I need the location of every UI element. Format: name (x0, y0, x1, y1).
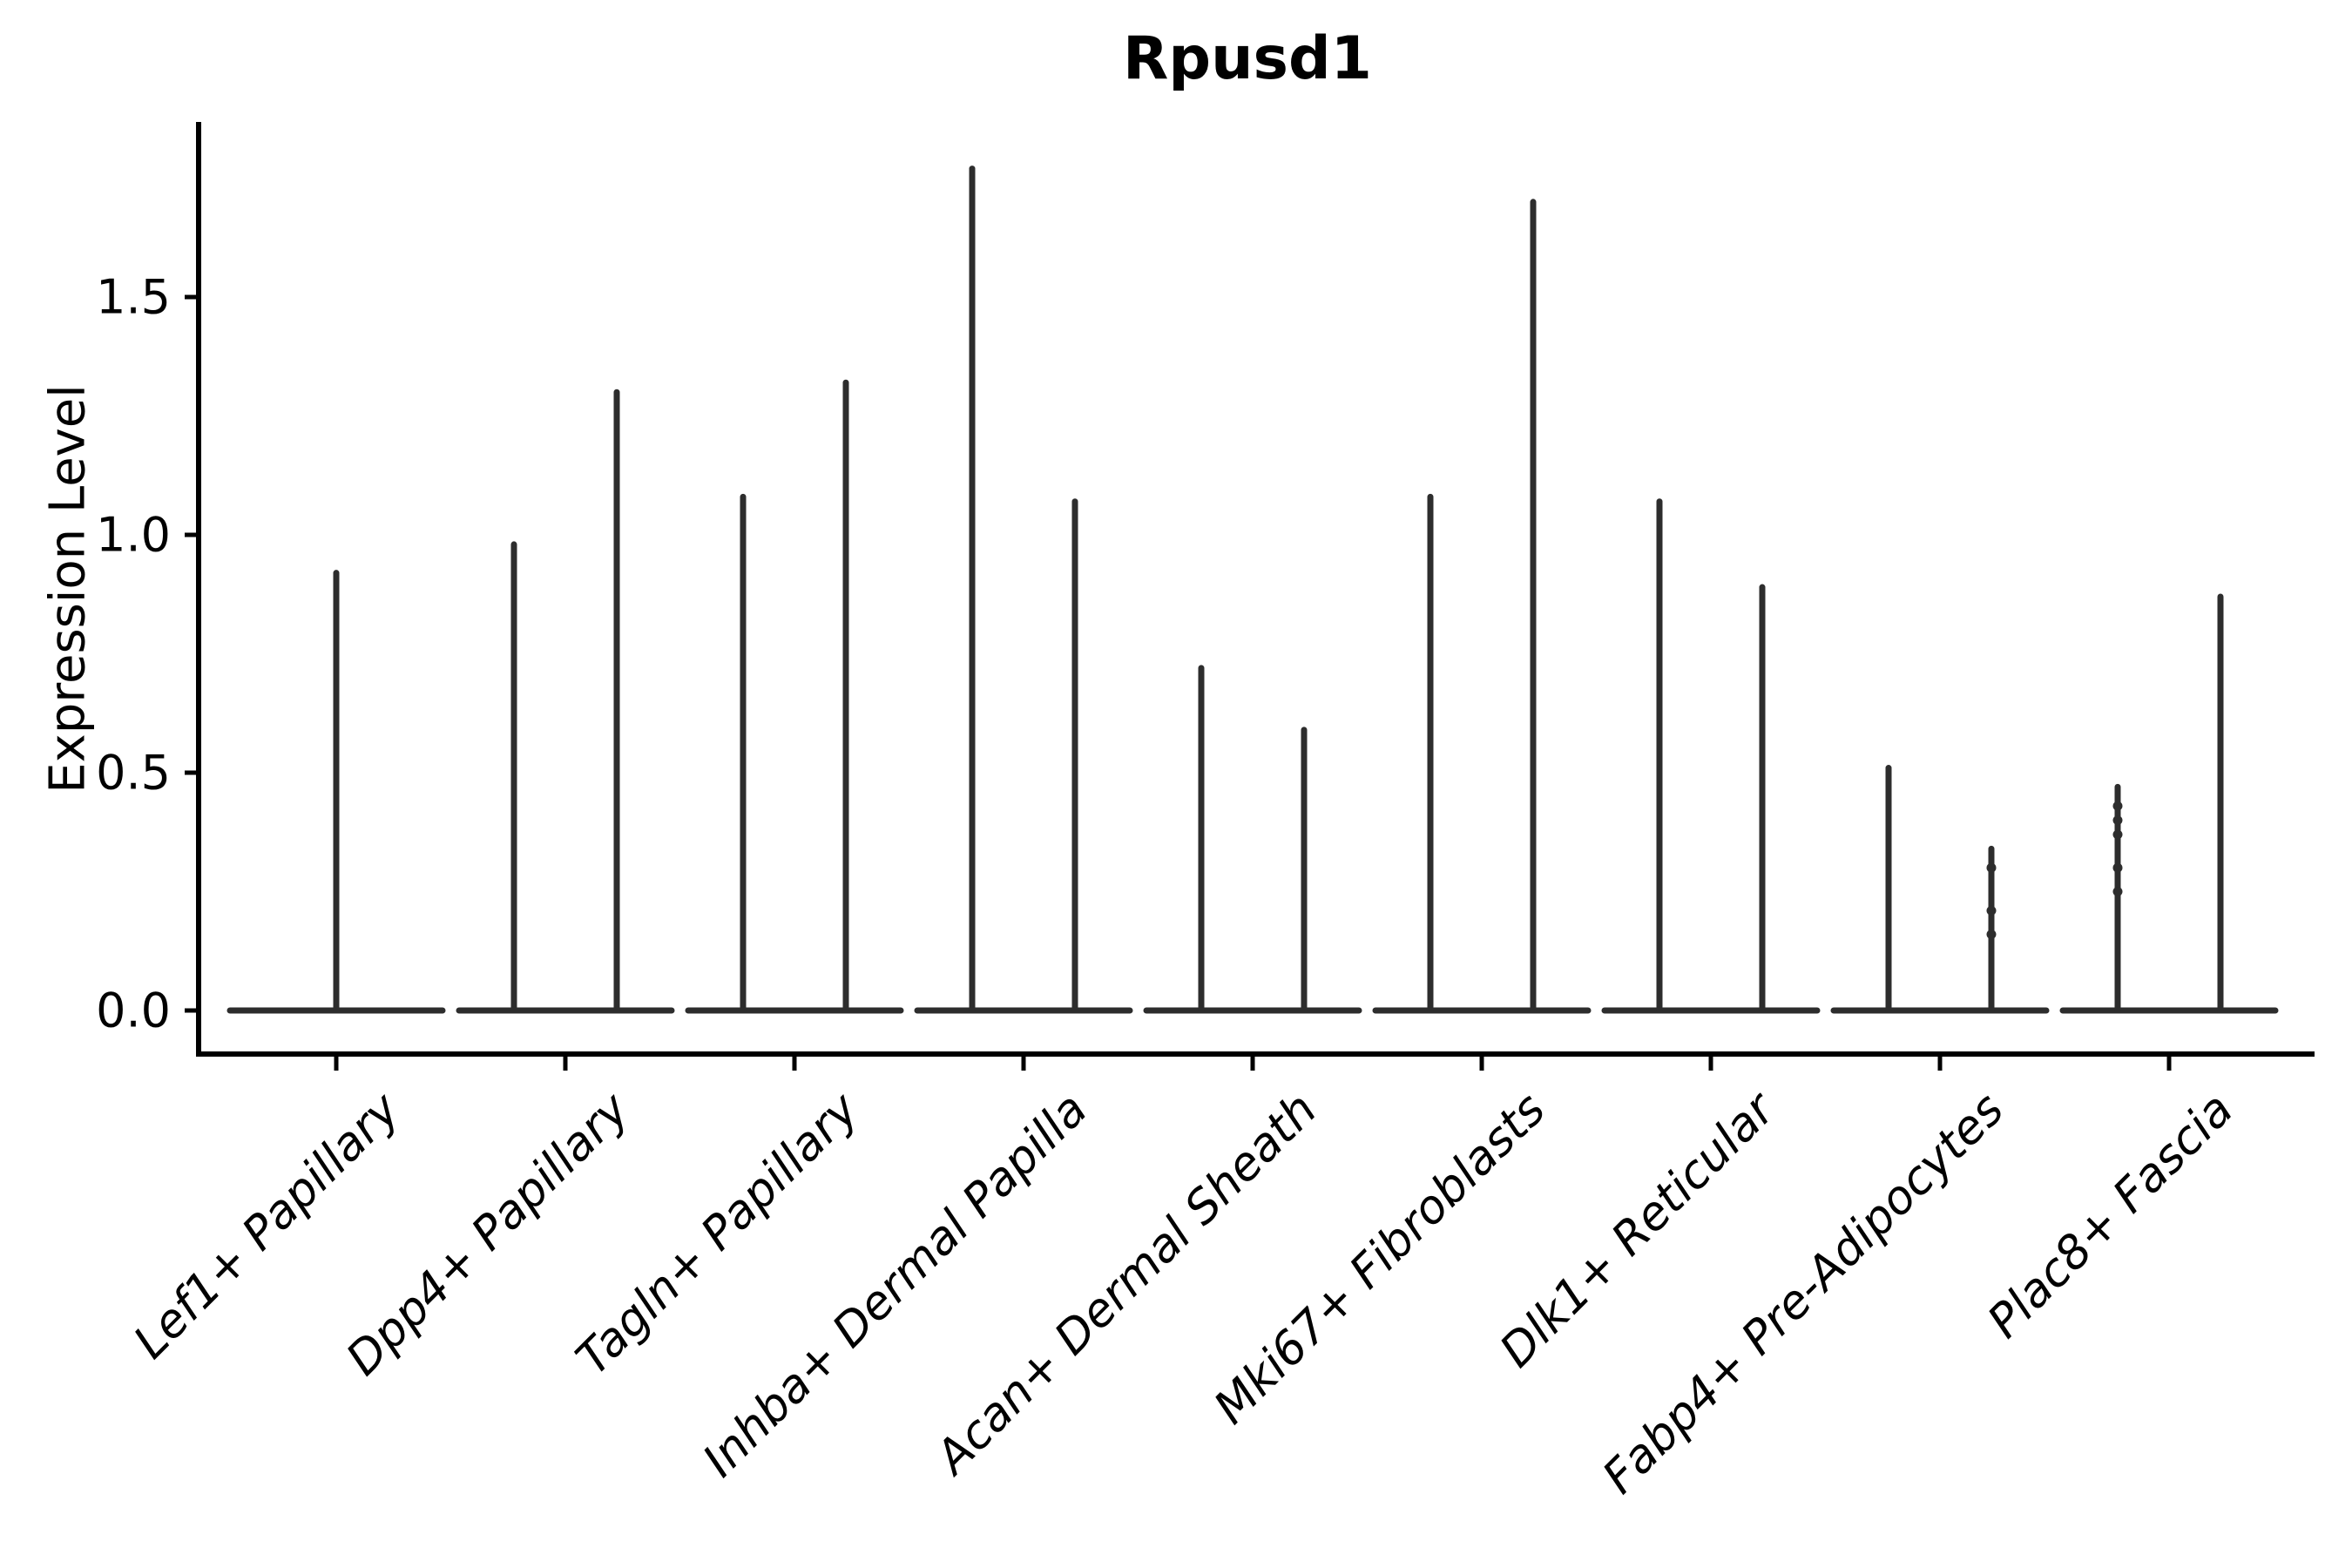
y-axis-label: Expression Level (39, 384, 97, 794)
plot-title: Rpusd1 (1123, 24, 1372, 93)
y-tick-label: 1.5 (96, 269, 171, 325)
jitter-point (2112, 887, 2123, 896)
jitter-point (1986, 862, 1997, 873)
jitter-point (2112, 815, 2123, 826)
jitter-point (1986, 905, 1997, 916)
y-tick-label: 1.0 (96, 507, 171, 563)
jitter-point (2112, 801, 2123, 811)
y-tick-label: 0.5 (96, 745, 171, 801)
jitter-point (2112, 862, 2123, 873)
y-tick-label: 0.0 (96, 983, 171, 1038)
jitter-point (1986, 929, 1997, 940)
jitter-point (2112, 829, 2123, 840)
